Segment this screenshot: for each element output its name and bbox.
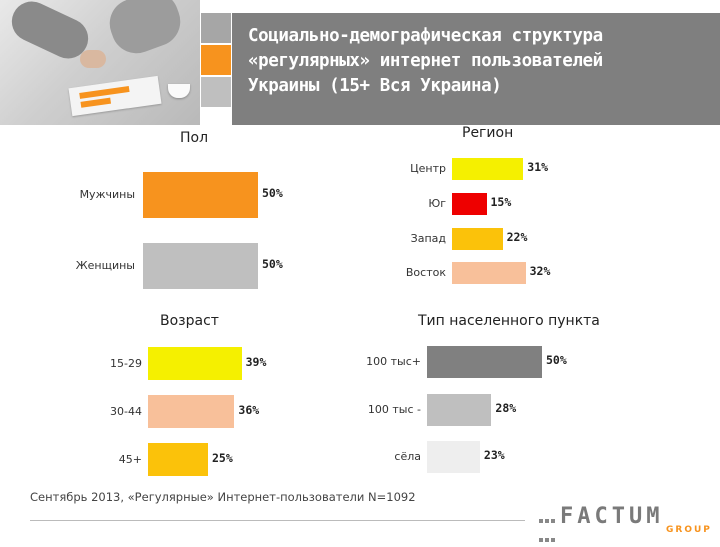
data-label: 31% xyxy=(527,160,549,174)
category-label: 30-44 xyxy=(110,404,142,418)
category-label: 15-29 xyxy=(110,356,142,370)
bar-gender-1 xyxy=(143,172,258,218)
data-label: 50% xyxy=(262,186,283,200)
title-line: Украины (15+ Вся Украина) xyxy=(248,76,502,96)
photo-hand xyxy=(80,50,106,68)
bar-region-1 xyxy=(452,158,524,180)
category-label: Юг xyxy=(428,197,446,210)
category-label: Восток xyxy=(405,266,446,279)
page-title: Социально-демографическая структура «рег… xyxy=(248,24,708,99)
data-label: 23% xyxy=(483,448,505,462)
chart-title-region: Регион xyxy=(462,125,514,141)
category-label: Центр xyxy=(410,162,446,175)
bar-age-1 xyxy=(148,347,242,380)
bar-region-4 xyxy=(452,262,526,284)
accent-square xyxy=(201,45,231,75)
data-label: 36% xyxy=(238,402,260,417)
logo-word: FACTUM xyxy=(560,504,664,529)
title-box xyxy=(232,13,720,125)
bar-settlement-1 xyxy=(427,346,542,378)
chart-title-age: Возраст xyxy=(160,313,219,329)
chart-title-settlement: Тип населенного пункта xyxy=(418,313,600,329)
data-label: 50% xyxy=(262,257,283,271)
photo-cup xyxy=(168,84,190,98)
bar-age-3 xyxy=(148,443,208,476)
bar-gender-2 xyxy=(143,243,258,289)
data-label: 32% xyxy=(529,264,551,278)
photo-document-bar xyxy=(79,85,130,99)
category-label: 100 тыс - xyxy=(367,403,421,416)
category-label: 45+ xyxy=(118,452,142,466)
category-label: Запад xyxy=(410,232,446,245)
bar-settlement-3 xyxy=(427,441,480,473)
category-label: 100 тыс+ xyxy=(366,355,421,368)
data-label: 25% xyxy=(212,450,233,465)
photo-document xyxy=(68,75,162,117)
category-label: Женщины xyxy=(75,259,135,272)
category-label: сёла xyxy=(394,450,421,463)
footer-note: Сентябрь 2013, «Регулярные» Интернет-пол… xyxy=(30,490,416,504)
bar-settlement-2 xyxy=(427,394,492,426)
photo-arm xyxy=(102,0,188,61)
factum-logo: FACTUM GROUP xyxy=(538,504,712,542)
bar-age-2 xyxy=(148,395,235,428)
accent-square xyxy=(201,13,231,43)
accent-squares xyxy=(201,13,231,109)
category-label: Мужчины xyxy=(79,188,135,201)
header-photo xyxy=(0,0,200,125)
logo-sub: GROUP xyxy=(666,525,712,535)
title-line: «регулярных» интернет пользователей xyxy=(248,51,603,71)
title-line: Социально-демографическая структура xyxy=(248,26,603,46)
bar-region-3 xyxy=(452,228,503,250)
chart-title-gender: Пол xyxy=(180,130,209,146)
accent-square xyxy=(201,77,231,107)
footer-divider xyxy=(30,520,525,521)
data-label: 15% xyxy=(490,195,512,209)
photo-document-bar xyxy=(80,97,112,108)
data-label: 22% xyxy=(506,230,528,244)
bar-region-2 xyxy=(452,193,487,215)
logo-dots xyxy=(538,509,556,547)
data-label: 28% xyxy=(495,401,517,415)
data-label: 39% xyxy=(245,354,267,369)
data-label: 50% xyxy=(546,353,567,367)
